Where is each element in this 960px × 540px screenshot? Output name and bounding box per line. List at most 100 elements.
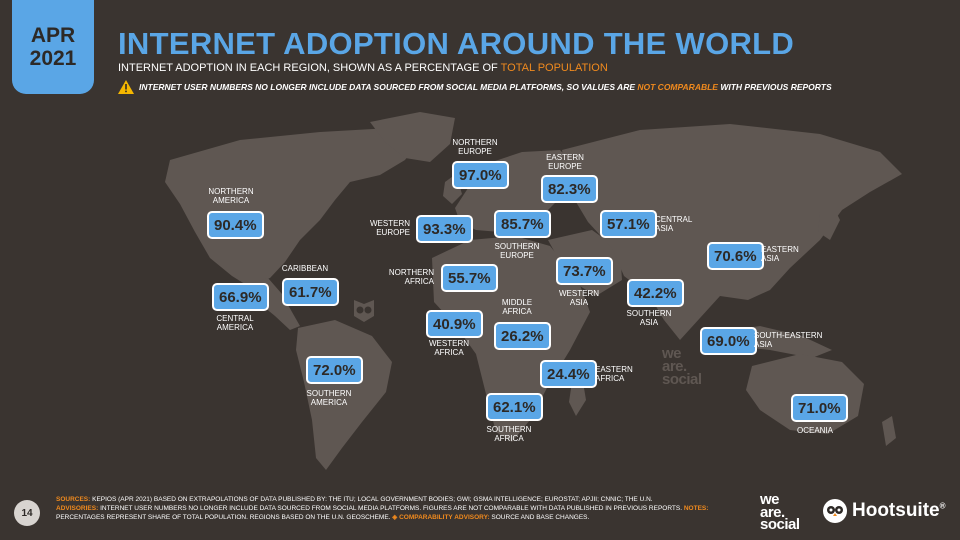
region-label-western-asia: WESTERN ASIA xyxy=(544,289,614,307)
region-label-eastern-africa: EASTERN AFRICA xyxy=(595,365,665,383)
region-name-line: AMERICA xyxy=(310,398,348,407)
region-name-line: AMERICA xyxy=(212,196,250,205)
hootsuite-owl-icon xyxy=(823,499,847,523)
advisory-suffix: WITH PREVIOUS REPORTS xyxy=(717,82,832,92)
date-year: 2021 xyxy=(29,47,77,70)
region-label-southern-africa: SOUTHERN AFRICA xyxy=(474,425,544,443)
region-name-line: AFRICA xyxy=(502,307,532,316)
footer-notes: SOURCES: KEPIOS (APR 2021) BASED ON EXTR… xyxy=(56,495,736,522)
region-label-western-europe: WESTERN EUROPE xyxy=(340,219,410,237)
region-name-line: SOUTH-EASTERN xyxy=(754,331,823,340)
subtitle-text: INTERNET ADOPTION IN EACH REGION, SHOWN … xyxy=(118,62,501,74)
region-name-line: SOUTHERN xyxy=(486,425,532,434)
comparability-label: ◈ COMPARABILITY ADVISORY: xyxy=(392,514,490,521)
ws-logo-line-1: we xyxy=(760,491,780,508)
stat-caribbean: 61.7% xyxy=(282,278,339,306)
ws-logo-line-2: are. xyxy=(760,503,785,521)
stat-northern-america: 90.4% xyxy=(207,211,264,239)
region-name-line: EUROPE xyxy=(548,162,582,171)
stat-middle-africa: 26.2% xyxy=(494,322,551,350)
sources-label: SOURCES: xyxy=(56,496,91,503)
notes-label: NOTES: xyxy=(683,505,709,512)
region-name-line: SOUTHERN xyxy=(494,242,540,251)
stat-northern-africa: 55.7% xyxy=(441,264,498,292)
region-name-line: WESTERN xyxy=(559,289,599,298)
region-label-central-asia: CENTRAL ASIA xyxy=(655,215,725,233)
advisory-highlight: NOT COMPARABLE xyxy=(637,82,718,92)
stat-south-eastern-asia: 69.0% xyxy=(700,327,757,355)
hootsuite-registered: ® xyxy=(939,501,946,511)
page-number: 14 xyxy=(14,500,40,526)
region-name-line: CENTRAL xyxy=(216,314,254,323)
sources-text: KEPIOS (APR 2021) BASED ON EXTRAPOLATION… xyxy=(90,496,653,503)
stat-northern-europe: 97.0% xyxy=(452,161,509,189)
stat-central-asia: 57.1% xyxy=(600,210,657,238)
watermark-line-1: we xyxy=(662,345,682,362)
region-name-line: ASIA xyxy=(655,224,674,233)
stat-western-africa: 40.9% xyxy=(426,310,483,338)
page-title: INTERNET ADOPTION AROUND THE WORLD xyxy=(118,26,795,61)
stat-eastern-europe: 82.3% xyxy=(541,175,598,203)
region-label-caribbean: CARIBBEAN xyxy=(270,264,340,273)
stat-eastern-asia: 70.6% xyxy=(707,242,764,270)
region-name-line: NORTHERN xyxy=(388,268,434,277)
stat-eastern-africa: 24.4% xyxy=(540,360,597,388)
greenland-landmass xyxy=(370,112,455,162)
region-name-line: EUROPE xyxy=(376,228,410,237)
stat-oceania: 71.0% xyxy=(791,394,848,422)
region-label-eastern-asia: EASTERN ASIA xyxy=(761,245,831,263)
region-name-line: WESTERN xyxy=(429,339,469,348)
watermark-line-3: social xyxy=(662,371,702,388)
region-label-oceania: OCEANIA xyxy=(780,426,850,435)
subtitle-highlight: TOTAL POPULATION xyxy=(500,62,608,74)
we-are-social-logo: we are. social xyxy=(760,491,800,533)
region-name-line: CENTRAL xyxy=(655,215,693,224)
region-label-middle-africa: MIDDLE AFRICA xyxy=(482,298,552,316)
advisories-text: INTERNET USER NUMBERS NO LONGER INCLUDE … xyxy=(98,505,683,512)
region-label-southern-asia: SOUTHERN ASIA xyxy=(614,309,684,327)
north-america-landmass xyxy=(165,128,420,286)
region-label-northern-europe: NORTHERN EUROPE xyxy=(440,138,510,156)
region-name-line: EASTERN xyxy=(595,365,633,374)
region-label-eastern-europe: EASTERN EUROPE xyxy=(530,153,600,171)
region-name-line: SOUTHERN xyxy=(306,389,352,398)
region-name-line: OCEANIA xyxy=(796,426,833,435)
date-month: APR xyxy=(30,24,76,47)
region-name-line: NORTHERN xyxy=(208,187,254,196)
date-tab: APR 2021 xyxy=(12,0,94,94)
region-label-central-america: CENTRAL AMERICA xyxy=(200,314,270,332)
region-name-line: MIDDLE xyxy=(501,298,533,307)
region-name-line: ASIA xyxy=(569,298,589,307)
region-name-line: ASIA xyxy=(754,340,773,349)
region-label-southern-europe: SOUTHERN EUROPE xyxy=(482,242,552,260)
notes-text: PERCENTAGES REPRESENT SHARE OF TOTAL POP… xyxy=(56,514,391,521)
stat-central-america: 66.9% xyxy=(212,283,269,311)
advisory-note: INTERNET USER NUMBERS NO LONGER INCLUDE … xyxy=(118,80,832,94)
advisories-label: ADVISORIES: xyxy=(56,505,99,512)
region-name-line: ASIA xyxy=(761,254,780,263)
watermark-line-2: are. xyxy=(662,358,687,375)
region-name-line: CARIBBEAN xyxy=(281,264,329,273)
region-name-line: AFRICA xyxy=(434,348,464,357)
we-are-social-watermark: we are. social xyxy=(662,345,702,388)
owl-watermark-icon xyxy=(354,300,374,322)
page-subtitle: INTERNET ADOPTION IN EACH REGION, SHOWN … xyxy=(118,62,608,74)
region-label-northern-america: NORTHERN AMERICA xyxy=(196,187,266,205)
region-label-southern-america: SOUTHERN AMERICA xyxy=(294,389,364,407)
region-name-line: EUROPE xyxy=(500,251,534,260)
region-name-line: EASTERN xyxy=(546,153,584,162)
region-label-northern-africa: NORTHERN AFRICA xyxy=(364,268,434,286)
ws-logo-line-3: social xyxy=(760,516,800,533)
comparability-text: SOURCE AND BASE CHANGES. xyxy=(489,514,590,521)
region-name-line: ASIA xyxy=(639,318,659,327)
stat-western-asia: 73.7% xyxy=(556,257,613,285)
new-zealand-landmass xyxy=(882,416,896,446)
stat-southern-europe: 85.7% xyxy=(494,210,551,238)
stat-southern-africa: 62.1% xyxy=(486,393,543,421)
region-name-line: EUROPE xyxy=(458,147,492,156)
stat-southern-asia: 42.2% xyxy=(627,279,684,307)
region-name-line: AMERICA xyxy=(216,323,254,332)
region-name-line: AFRICA xyxy=(494,434,524,443)
region-name-line: SOUTHERN xyxy=(626,309,672,318)
region-name-line: NORTHERN xyxy=(452,138,498,147)
